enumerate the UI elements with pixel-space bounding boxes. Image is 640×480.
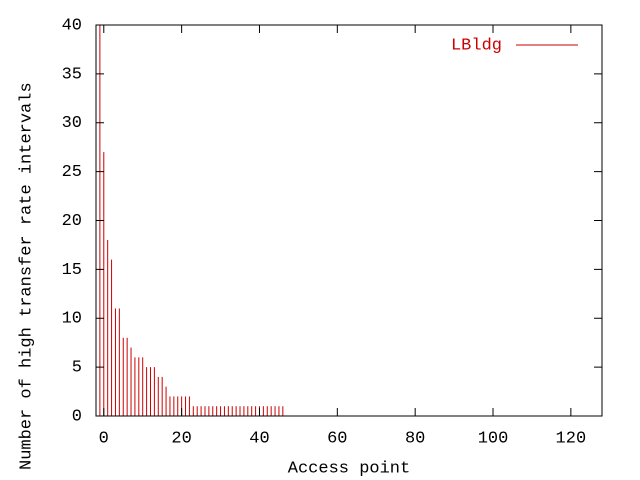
x-axis-label: Access point bbox=[288, 459, 410, 478]
x-tick-label: 80 bbox=[405, 429, 425, 448]
x-tick-label: 0 bbox=[99, 429, 109, 448]
y-tick-label: 5 bbox=[72, 359, 82, 378]
y-tick-label: 15 bbox=[62, 261, 82, 280]
y-tick-label: 25 bbox=[62, 163, 82, 182]
y-tick-label: 40 bbox=[62, 16, 82, 35]
x-tick-label: 120 bbox=[556, 429, 587, 448]
plot-frame bbox=[95, 24, 603, 417]
y-tick-label: 20 bbox=[62, 212, 82, 231]
x-tick-label: 20 bbox=[171, 429, 191, 448]
legend-label: LBldg bbox=[451, 36, 502, 55]
x-tick-label: 40 bbox=[249, 429, 269, 448]
x-tick-label: 100 bbox=[478, 429, 509, 448]
y-tick-label: 10 bbox=[62, 310, 82, 329]
y-tick-label: 35 bbox=[62, 65, 82, 84]
y-axis-label: Number of high transfer rate intervals bbox=[17, 82, 36, 470]
y-tick-label: 0 bbox=[72, 407, 82, 426]
y-tick-label: 30 bbox=[62, 114, 82, 133]
x-tick-label: 60 bbox=[327, 429, 347, 448]
